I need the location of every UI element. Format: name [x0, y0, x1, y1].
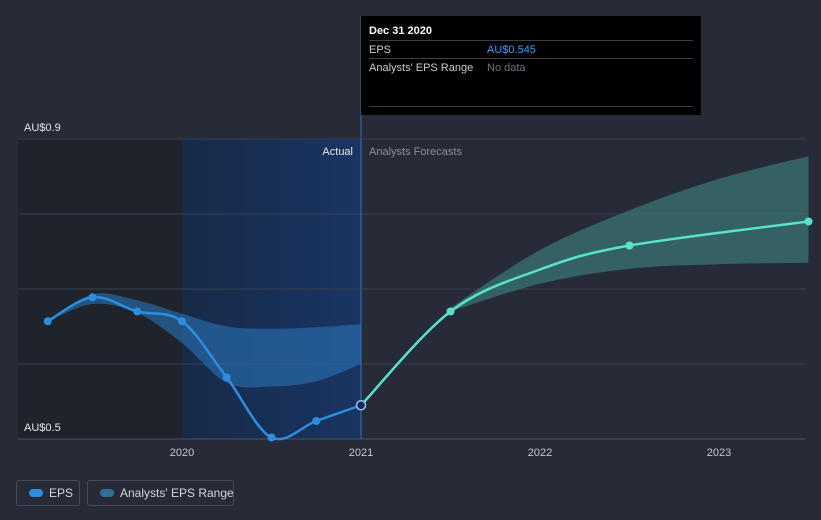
forecast-point [625, 241, 634, 250]
x-axis-label: 2023 [707, 447, 731, 459]
x-axis-label: 2021 [349, 447, 373, 459]
eps-point [178, 317, 186, 326]
eps-range-area [47, 293, 361, 388]
eps-point [267, 433, 276, 442]
legend-range-toggle[interactable]: Analysts' EPS Range [87, 480, 234, 506]
eps-forecast-line [360, 220, 809, 407]
eps-point [355, 400, 367, 411]
x-axis-label: 2022 [528, 447, 552, 459]
eps-point [312, 417, 321, 425]
forecast-label: Analysts Forecasts [369, 146, 462, 158]
tooltip-divider [369, 106, 693, 107]
actual-label: Actual [322, 146, 353, 158]
eps-point [43, 317, 52, 326]
tooltip-range-row: Analysts' EPS Range No data [369, 58, 693, 77]
y-axis-label: AU$0.5 [24, 422, 61, 434]
tooltip-eps-label: EPS [369, 44, 392, 56]
eps-point [88, 293, 97, 302]
legend-eps-toggle[interactable]: EPS [16, 480, 80, 506]
legend-range-label: Analysts' EPS Range [120, 486, 234, 500]
eps-point [133, 307, 142, 316]
tooltip-range-label: Analysts' EPS Range [369, 62, 474, 74]
eps-swatch-icon [29, 489, 43, 497]
tooltip-eps-row: EPS AU$0.545 [369, 40, 693, 59]
tooltip-eps-value: AU$0.545 [487, 44, 536, 56]
forecast-point [804, 217, 813, 226]
tooltip-range-value: No data [487, 62, 526, 74]
tooltip-date: Dec 31 2020 [369, 25, 432, 37]
tooltip: Dec 31 2020 EPS AU$0.545 Analysts' EPS R… [361, 16, 701, 115]
eps-point [222, 373, 231, 382]
eps-range-area [450, 156, 809, 312]
x-axis-label: 2020 [170, 447, 194, 459]
y-axis-label: AU$0.9 [24, 122, 61, 134]
forecast-point [446, 307, 455, 316]
legend-eps-label: EPS [49, 486, 74, 500]
eps-line [47, 295, 362, 441]
range-swatch-icon [100, 489, 114, 497]
